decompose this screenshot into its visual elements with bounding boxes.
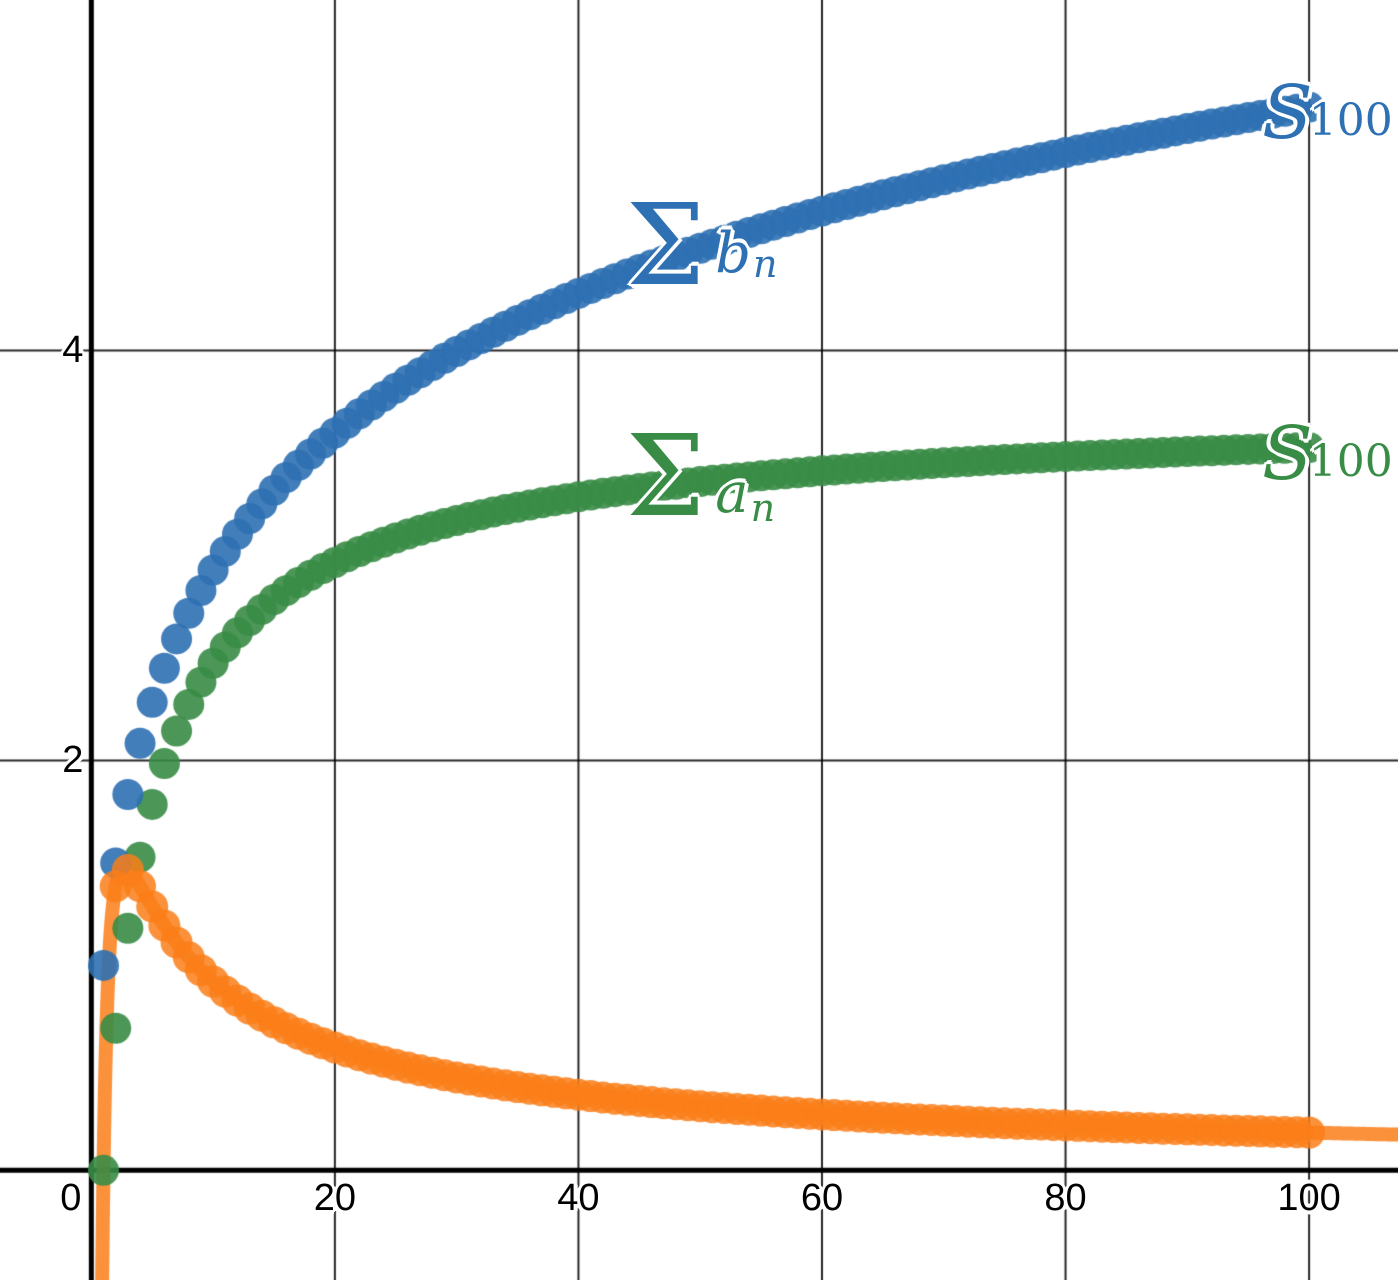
graph-canvas[interactable] [0, 0, 1398, 1280]
graph-paper[interactable]: 0 20 40 60 80 100 2 4 Σ b n Σ a n S 100 S 100 [0, 0, 1398, 1280]
